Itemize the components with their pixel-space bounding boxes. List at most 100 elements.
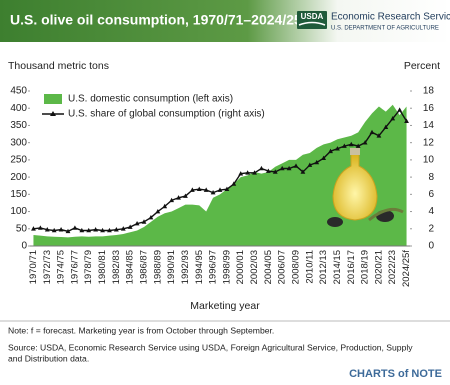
- marker: [355, 143, 361, 148]
- x-tick-label: 2016/17: [346, 250, 357, 284]
- y-tick-label: 200: [10, 172, 27, 183]
- x-tick-label: 2004/05: [263, 250, 274, 284]
- x-tick-label: 2012/13: [318, 250, 329, 284]
- marker: [369, 129, 375, 135]
- y-tick-label: 150: [10, 189, 27, 200]
- x-tick-label: 1996/97: [208, 250, 219, 284]
- x-tick-label: 2014/15: [332, 250, 343, 284]
- x-tick-label: 1990/91: [166, 250, 177, 284]
- marker: [107, 227, 112, 233]
- x-tick-label: 1992/93: [180, 250, 191, 284]
- marker: [265, 168, 271, 173]
- x-tick-label: 1978/79: [83, 250, 94, 284]
- marker: [65, 228, 71, 234]
- marker: [113, 227, 119, 232]
- marker: [341, 143, 347, 148]
- marker: [169, 197, 175, 203]
- source: and Distribution data.: [8, 353, 89, 363]
- x-axis-label: Marketing year: [190, 300, 260, 312]
- marker: [127, 224, 133, 229]
- marker: [148, 214, 154, 220]
- marker: [86, 227, 92, 233]
- marker: [120, 226, 126, 231]
- y-tick-label: 50: [16, 223, 28, 234]
- x-tick-label: 2010/11: [304, 250, 315, 284]
- x-tick-label: 1984/85: [125, 250, 136, 284]
- x-tick-label: 1982/83: [111, 250, 122, 284]
- marker: [238, 171, 244, 176]
- y2-tick-label: 12: [423, 137, 435, 148]
- x-tick-label: 1974/75: [56, 250, 67, 284]
- marker: [189, 187, 195, 192]
- marker: [328, 148, 333, 154]
- marker: [58, 227, 64, 232]
- x-tick-label: 1972/73: [42, 250, 53, 284]
- y2-tick-label: 14: [423, 120, 435, 131]
- x-tick-label: 2024/25f: [401, 250, 412, 287]
- y2-tick-label: 18: [423, 86, 435, 97]
- plot: 0 50 100 150 200 250 300 350 400 450 0 2 4 6 8 10 12 14 16…: [10, 86, 434, 287]
- marker: [252, 170, 257, 175]
- marker: [196, 186, 202, 191]
- bottle: [332, 153, 378, 221]
- marker: [300, 169, 306, 174]
- marker: [210, 190, 216, 195]
- x-tick-label: 2000/01: [235, 250, 246, 284]
- y2-tick-label: 6: [428, 189, 434, 200]
- y-tick-label: 250: [10, 155, 27, 166]
- y-tick-label: 400: [10, 103, 27, 114]
- marker: [376, 133, 382, 138]
- marker: [293, 163, 299, 168]
- marker: [245, 170, 251, 175]
- brand: CHARTS of NOTE: [349, 368, 442, 380]
- x-tick-label: 1998/99: [221, 250, 232, 284]
- x-tick-label: 2020/21: [373, 250, 384, 284]
- logo-text: USDA: [301, 12, 324, 21]
- y-tick-label: 450: [10, 86, 27, 97]
- marker: [37, 225, 43, 230]
- source: Source: USDA, Economic Research Service …: [8, 342, 413, 352]
- area: [33, 104, 407, 247]
- marker: [279, 165, 285, 171]
- marker: [321, 155, 327, 160]
- marker: [286, 165, 292, 171]
- marker: [272, 169, 278, 174]
- y2-tick-label: 8: [428, 172, 434, 183]
- olive-oil-illustration: [327, 148, 404, 227]
- legend-swatch: [44, 94, 62, 104]
- marker: [224, 186, 230, 191]
- y2-tick-label: 2: [428, 223, 434, 234]
- x-tick-label: 2002/03: [249, 250, 260, 284]
- marker: [51, 227, 57, 233]
- x-tick-label: 1976/77: [69, 250, 80, 284]
- marker: [134, 221, 140, 226]
- marker: [404, 118, 409, 123]
- marker: [79, 227, 85, 233]
- x-tick-label: 2018/19: [360, 250, 371, 284]
- x-tick-label: 1970/71: [28, 250, 39, 284]
- marker: [31, 226, 36, 231]
- marker: [203, 187, 209, 192]
- legend-label: U.S. domestic consumption (left axis): [68, 94, 233, 105]
- y-tick-label: 300: [10, 137, 27, 148]
- header-band: [0, 0, 450, 42]
- y-tick-label: 0: [21, 241, 27, 252]
- x-tick-label: 2022/23: [387, 250, 398, 284]
- x-tick-label: 1988/89: [152, 250, 163, 284]
- marker: [100, 227, 105, 233]
- y2-axis-label: Percent: [404, 60, 440, 72]
- marker: [314, 159, 320, 165]
- chart-title: U.S. olive oil consumption, 1970/71–2024…: [10, 12, 307, 28]
- dept-name: U.S. DEPARTMENT OF AGRICULTURE: [331, 26, 439, 32]
- marker: [335, 146, 340, 151]
- marker: [348, 141, 354, 147]
- org-name: Economic Research Service: [331, 12, 450, 23]
- y-axis-label: Thousand metric tons: [8, 60, 109, 72]
- x-tick-label: 1994/95: [194, 250, 205, 284]
- marker: [72, 225, 78, 230]
- marker: [176, 195, 181, 200]
- marker: [217, 187, 223, 192]
- x-tick-label: 2006/07: [277, 250, 288, 284]
